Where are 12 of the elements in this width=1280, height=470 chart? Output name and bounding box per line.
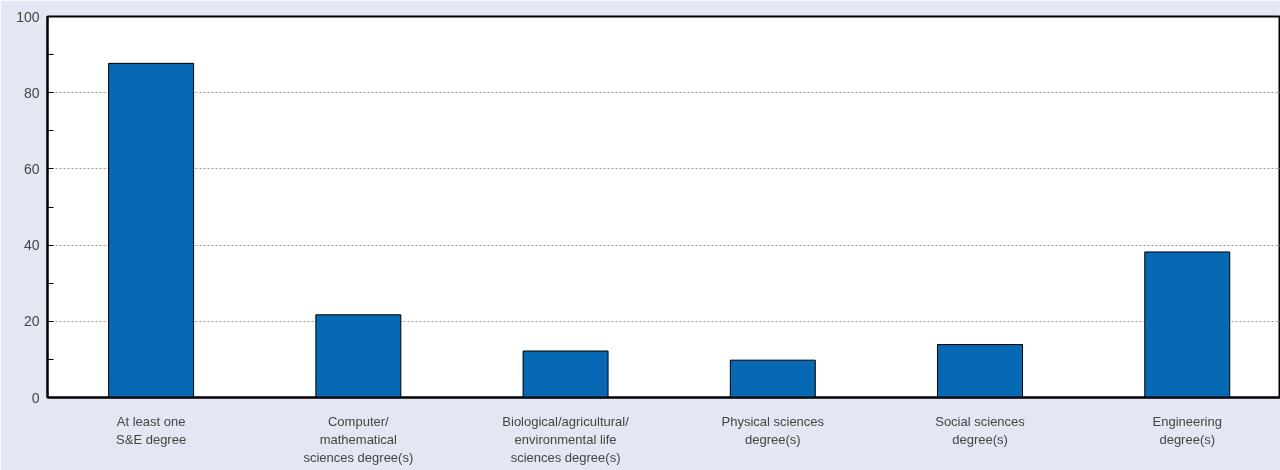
x-tick-label: Biological/agricultural/ environmental life sciences degree(s) bbox=[502, 413, 630, 465]
x-tick-label: Computer/ mathematical sciences degree(s) bbox=[303, 413, 414, 465]
y-tick-label: 20 bbox=[23, 313, 40, 330]
y-tick-label: 80 bbox=[23, 84, 40, 101]
y-tick-label: 40 bbox=[23, 237, 40, 254]
x-tick-label: Physical sciences degree(s) bbox=[721, 413, 825, 447]
x-tick-label: Engineering degree(s) bbox=[1152, 413, 1222, 447]
x-tick-label: At least one S&E degree bbox=[116, 413, 187, 447]
x-tick-label: Social sciences degree(s) bbox=[935, 413, 1026, 447]
y-tick-label: 0 bbox=[31, 389, 40, 406]
y-tick-label: 100 bbox=[16, 8, 40, 25]
y-tick-label: 60 bbox=[23, 160, 40, 177]
